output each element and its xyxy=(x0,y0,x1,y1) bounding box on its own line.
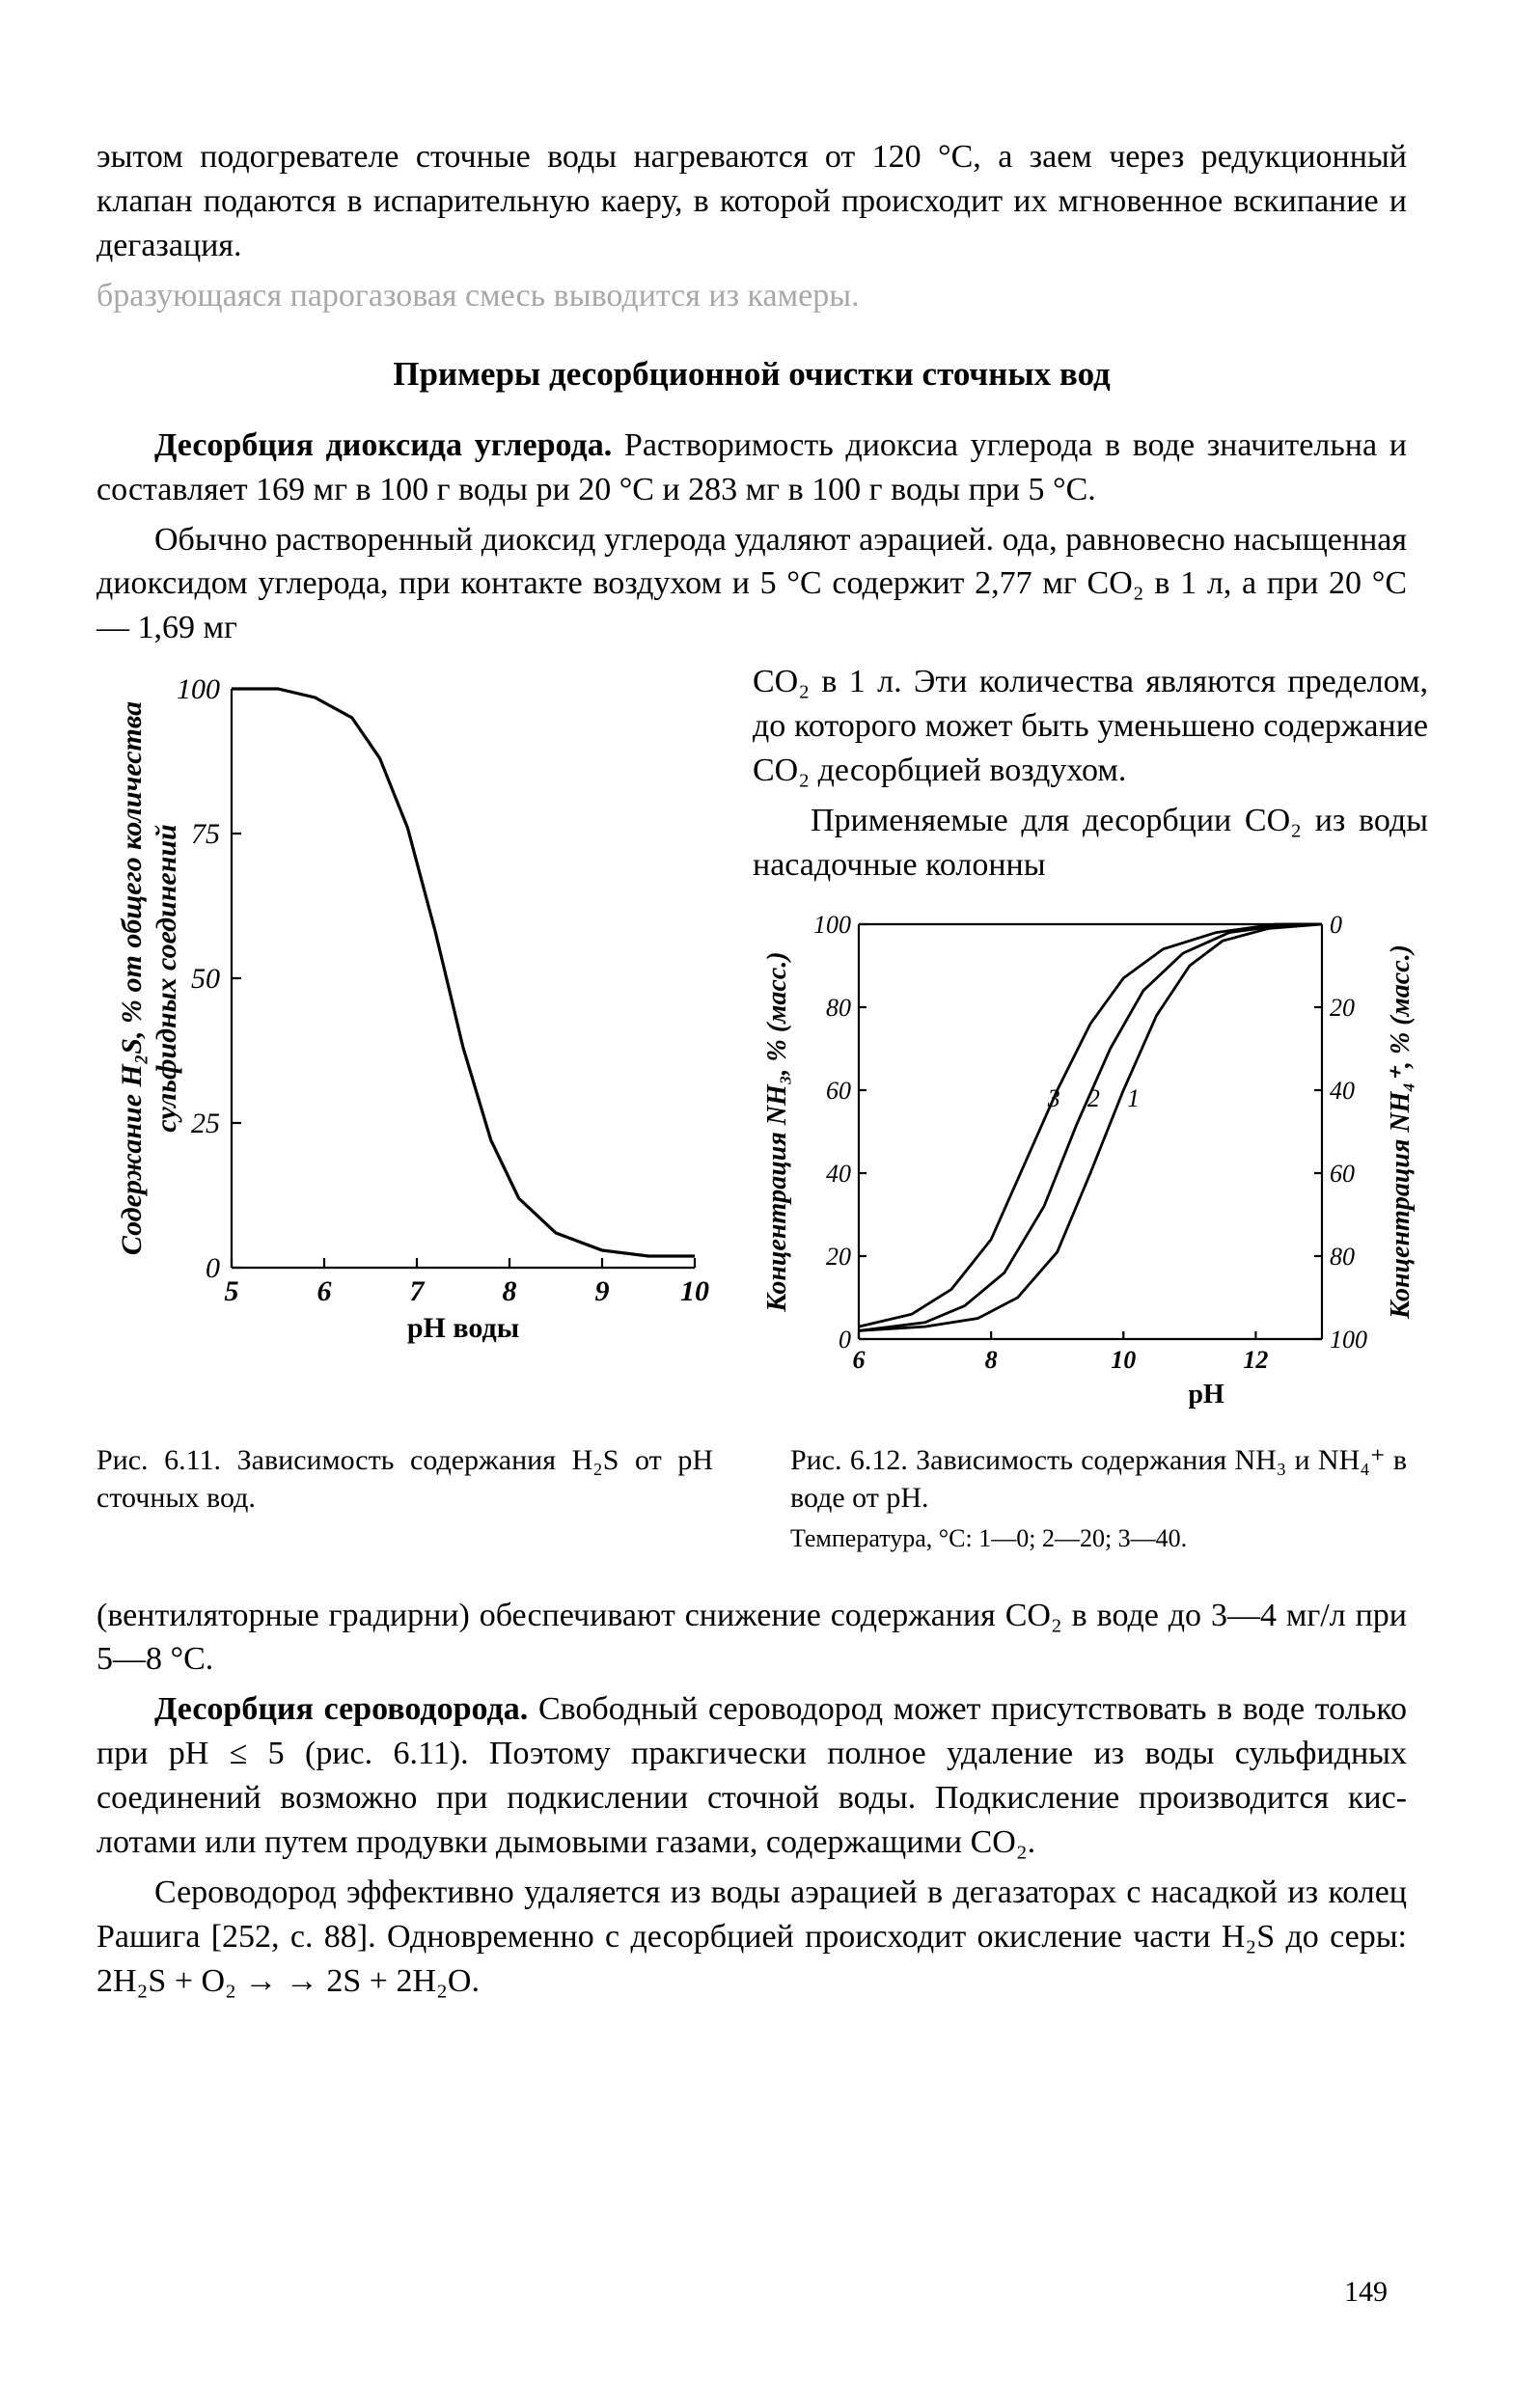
svg-text:0: 0 xyxy=(839,1326,851,1354)
svg-text:40: 40 xyxy=(1330,1077,1355,1105)
run-bold: Десорбция сероводорода. xyxy=(154,1691,528,1727)
bottom-block: (вентиляторные градирни) обеспечивают сн… xyxy=(96,1594,1407,2004)
svg-text:100: 100 xyxy=(177,673,220,705)
svg-text:сульфидных соединений: сульфидных соединений xyxy=(151,825,182,1133)
para-co2-3: CO₂ в 1 л. Эти количества яв­ляются пред… xyxy=(753,660,1428,793)
svg-text:60: 60 xyxy=(1330,1160,1355,1188)
svg-text:pH: pH xyxy=(1188,1380,1224,1409)
svg-text:2: 2 xyxy=(1087,1084,1100,1112)
caption-612-text: Рис. 6.12. Зависимость содер­жания NH₃ и… xyxy=(790,1441,1407,1517)
para-co2-2: Обычно растворенный диоксид углерода уда… xyxy=(96,518,1407,651)
para-bottom-1: (вентиляторные градирни) обеспечивают сн… xyxy=(96,1594,1407,1683)
svg-text:8: 8 xyxy=(503,1275,517,1307)
caption-611: Рис. 6.11. Зависимость содер­жания H₂S о… xyxy=(96,1430,713,1555)
para-bottom-3: Сероводород эффективно удаляется из воды… xyxy=(96,1871,1407,2004)
svg-text:100: 100 xyxy=(1330,1326,1367,1354)
svg-text:3: 3 xyxy=(1047,1084,1060,1112)
captions-row: Рис. 6.11. Зависимость содер­жания H₂S о… xyxy=(96,1430,1407,1555)
caption-612: Рис. 6.12. Зависимость содер­жания NH₃ и… xyxy=(790,1430,1407,1555)
svg-text:25: 25 xyxy=(191,1108,220,1139)
svg-text:1: 1 xyxy=(1127,1084,1140,1112)
svg-text:10: 10 xyxy=(1111,1346,1136,1374)
svg-text:20: 20 xyxy=(1330,994,1355,1022)
caption-612-sub: Температура, °С: 1—0; 2—20; 3—40. xyxy=(790,1522,1407,1555)
svg-text:75: 75 xyxy=(191,818,220,850)
svg-text:7: 7 xyxy=(410,1275,426,1307)
fig-611-wrap: 0 25 50 75 100 5 6 7 8 9 10 pH воды Содержание H₂S, … xyxy=(96,660,714,1354)
svg-text:20: 20 xyxy=(826,1243,851,1271)
para-intro-1: эытом подогревателе сточные воды нагрева… xyxy=(96,135,1407,268)
svg-text:0: 0 xyxy=(1330,911,1342,939)
svg-text:12: 12 xyxy=(1243,1346,1268,1374)
svg-text:60: 60 xyxy=(826,1077,851,1105)
svg-text:100: 100 xyxy=(813,911,851,939)
para-co2-4: Применяемые для десорбции CO₂ из воды на… xyxy=(753,799,1428,888)
caption-611-text: Рис. 6.11. Зависимость содер­жания H₂S о… xyxy=(96,1441,713,1517)
para-co2-1: Десорбция диоксида углерода. Растворимос… xyxy=(96,424,1407,512)
svg-text:9: 9 xyxy=(595,1275,610,1307)
svg-text:0: 0 xyxy=(206,1252,220,1284)
svg-text:5: 5 xyxy=(225,1275,239,1307)
right-column: CO₂ в 1 л. Эти количества яв­ляются пред… xyxy=(753,660,1428,1415)
run-bold: Десорбция диоксида углерода. xyxy=(154,427,612,463)
para-bottom-2: Десорбция сероводорода. Свободный серово… xyxy=(96,1687,1407,1865)
svg-text:Содержание H₂S, % от общего ко: Содержание H₂S, % от общего количества xyxy=(116,701,148,1255)
page-number: 149 xyxy=(1344,2273,1388,2312)
para-intro-1b: бразующаяся парогазовая смесь выводится … xyxy=(96,274,1407,318)
svg-text:Концентрация NH₃, % (масс.): Концентрация NH₃, % (масс.) xyxy=(762,951,792,1312)
svg-text:6: 6 xyxy=(317,1275,332,1307)
svg-text:8: 8 xyxy=(985,1346,998,1374)
svg-text:80: 80 xyxy=(826,994,851,1022)
svg-text:80: 80 xyxy=(1330,1243,1355,1271)
svg-text:6: 6 xyxy=(853,1346,866,1374)
svg-text:Концентрация NH₄⁺, % (масс.): Концентрация NH₄⁺, % (масс.) xyxy=(1386,944,1416,1320)
svg-text:50: 50 xyxy=(191,963,220,995)
svg-text:40: 40 xyxy=(826,1160,851,1188)
figure-row: 02550751005678910pH водыСодержание H₂S, … xyxy=(96,660,1407,1415)
svg-text:pH воды: pH воды xyxy=(407,1312,519,1344)
fig-612-svg: 020406080100100806040200681012123pHКонце… xyxy=(753,905,1428,1416)
fig-611-svg: 0 25 50 75 100 5 6 7 8 9 10 pH воды Содержание H₂S, … xyxy=(96,660,714,1354)
right-text-block: CO₂ в 1 л. Эти количества яв­ляются пред… xyxy=(753,660,1428,887)
section-heading: Примеры десорбционной очистки сточных во… xyxy=(96,351,1407,397)
svg-text:10: 10 xyxy=(680,1275,709,1307)
